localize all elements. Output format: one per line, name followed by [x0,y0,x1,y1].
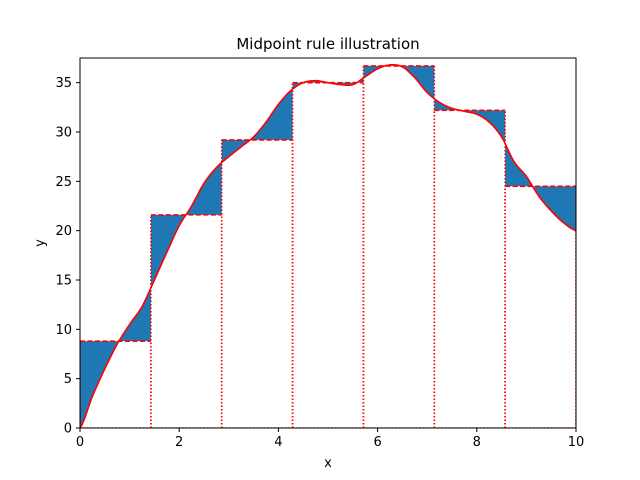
x-tick-label: 10 [568,435,585,450]
x-tick-label: 0 [76,435,84,450]
curve-line [80,63,576,428]
x-tick-label: 4 [274,435,282,450]
function-curve [80,63,576,428]
y-tick-label: 20 [55,224,72,239]
y-tick-label: 0 [64,422,72,437]
fill-region-4 [292,77,364,90]
y-tick-label: 5 [64,372,72,387]
fill-region-5 [363,64,435,99]
fill-region-2 [150,162,222,288]
x-axis-ticks: 0 2 4 6 8 10 [76,428,584,450]
y-tick-label: 25 [55,175,72,190]
y-tick-label: 10 [55,323,72,338]
x-tick-label: 6 [373,435,381,450]
plot-frame [79,57,577,429]
y-tick-label: 30 [55,126,72,141]
chart-title: Midpoint rule illustration [236,35,419,53]
fill-region-1 [80,287,151,428]
y-axis-ticks: 0 5 10 15 20 25 30 35 [55,76,80,437]
x-tick-label: 8 [473,435,481,450]
fill-region-7 [505,143,576,231]
x-axis-label: x [324,456,332,471]
y-axis-label: y [33,239,48,247]
y-tick-label: 35 [55,76,72,91]
fill-region-3 [221,89,293,163]
midpoint-rectangles [80,65,576,428]
fill-regions [80,64,576,428]
x-tick-label: 2 [175,435,183,450]
y-tick-label: 15 [55,274,72,289]
